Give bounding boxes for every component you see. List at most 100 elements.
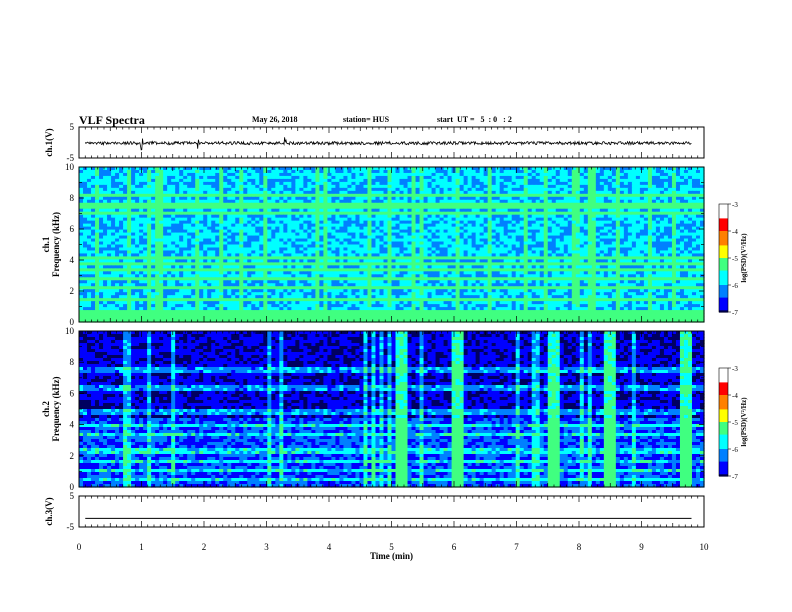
spectrogram-cell — [151, 184, 156, 189]
spectrogram-cell — [167, 169, 172, 174]
spectrogram-cell — [675, 193, 681, 198]
spectrogram-cell — [647, 202, 653, 207]
spectrogram-cell — [399, 205, 405, 210]
spectrogram-cell — [659, 193, 665, 198]
spectrogram-cell — [383, 211, 389, 216]
spectrogram-cell — [99, 190, 104, 195]
spectrogram-cell — [487, 167, 493, 171]
spectrogram-cell — [531, 175, 537, 180]
spectrogram-cell — [251, 167, 256, 171]
spectrogram-cell — [523, 167, 529, 171]
spectrogram-cell — [243, 190, 248, 195]
spectrogram-cell — [499, 172, 505, 177]
spectrogram-cell — [139, 181, 144, 186]
spectrogram-cell — [659, 169, 665, 174]
spectrogram-cell — [167, 167, 172, 171]
spectrogram-cell — [651, 205, 657, 210]
spectrogram-cell — [587, 184, 593, 189]
spectrogram-cell — [259, 205, 264, 210]
spectrogram-cell — [543, 208, 549, 213]
spectrogram-cell — [319, 175, 324, 180]
spectrogram-cell — [535, 208, 541, 213]
spectrogram-cell — [191, 181, 196, 186]
spectrogram-cell — [127, 172, 132, 177]
spectrogram-cell — [175, 193, 180, 198]
spectrogram-cell — [111, 172, 116, 177]
spectrogram-cell — [431, 184, 437, 189]
spectrogram-cell — [231, 208, 236, 213]
spectrogram-cell — [331, 172, 337, 177]
spectrogram-cell — [695, 202, 701, 207]
spectrogram-cell — [615, 202, 621, 207]
spectrogram-cell — [583, 205, 589, 210]
spectrogram-cell — [147, 172, 152, 177]
spectrogram-cell — [563, 193, 569, 198]
spectrogram-cell — [543, 169, 549, 174]
spectrogram-cell — [215, 169, 220, 174]
spectrogram-cell — [363, 211, 369, 216]
spectrogram-cell — [259, 169, 264, 174]
spectrogram-cell — [543, 175, 549, 180]
spectrogram-cell — [319, 187, 324, 192]
spectrogram-cell — [691, 187, 697, 192]
spectrogram-cell — [267, 172, 272, 177]
spectrogram-cell — [275, 178, 280, 183]
spectrogram-cell — [683, 187, 689, 192]
spectrogram-cell — [551, 205, 557, 210]
spectrogram-cell — [331, 193, 337, 198]
spectrogram-cell — [575, 169, 581, 174]
spectrogram-cell — [159, 199, 164, 204]
spectrogram-cell — [611, 214, 617, 219]
spectrogram-cell — [319, 169, 324, 174]
spectrogram-cell — [455, 205, 461, 210]
spectrogram-cell — [643, 181, 649, 186]
spectrogram-cell — [271, 199, 276, 204]
spectrogram-cell — [295, 211, 300, 216]
spectrogram-cell — [691, 178, 697, 183]
spectrogram-cell — [603, 169, 609, 174]
spectrogram-cell — [219, 175, 224, 180]
spectrogram-cell — [355, 220, 361, 225]
spectrogram-cell — [651, 208, 657, 213]
spectrogram-cell — [183, 199, 188, 204]
spectrogram-cell — [99, 178, 104, 183]
spectrogram-cell — [343, 172, 349, 177]
spectrogram-cell — [243, 205, 248, 210]
spectrogram-cell — [391, 167, 397, 171]
spectrogram-cell — [335, 220, 341, 225]
spectrogram-cell — [127, 205, 132, 210]
spectrogram-cell — [423, 190, 429, 195]
spectrogram-cell — [391, 184, 397, 189]
spectrogram-cell — [275, 205, 280, 210]
spectrogram-cell — [555, 214, 561, 219]
spectrogram-cell — [387, 202, 393, 207]
spectrogram-cell — [523, 184, 529, 189]
spectrogram-cell — [143, 220, 148, 225]
spectrogram-cell — [211, 211, 216, 216]
spectrogram-cell — [507, 208, 513, 213]
spectrogram-cell — [115, 199, 120, 204]
spectrogram-cell — [443, 169, 449, 174]
spectrogram-cell — [95, 217, 100, 222]
spectrogram-cell — [103, 187, 108, 192]
spectrogram-cell — [143, 167, 148, 171]
spectrogram-cell — [395, 205, 401, 210]
spectrogram-cell — [323, 175, 328, 180]
spectrogram-cell — [563, 167, 569, 171]
spectrogram-cell — [535, 178, 541, 183]
spectrogram-cell — [411, 211, 417, 216]
spectrogram-cell — [579, 167, 585, 171]
spectrogram-cell — [431, 187, 437, 192]
spectrogram-cell — [287, 184, 292, 189]
spectrogram-cell — [187, 190, 192, 195]
spectrogram-cell — [339, 184, 345, 189]
spectrogram-cell — [647, 178, 653, 183]
spectrogram-cell — [427, 187, 433, 192]
spectrogram-cell — [687, 196, 693, 201]
spectrogram-cell — [223, 217, 228, 222]
spectrogram-cell — [219, 169, 224, 174]
spectrogram-cell — [307, 196, 312, 201]
spectrogram-cell — [571, 208, 577, 213]
spectrogram-cell — [171, 167, 176, 171]
spectrogram-cell — [131, 172, 136, 177]
